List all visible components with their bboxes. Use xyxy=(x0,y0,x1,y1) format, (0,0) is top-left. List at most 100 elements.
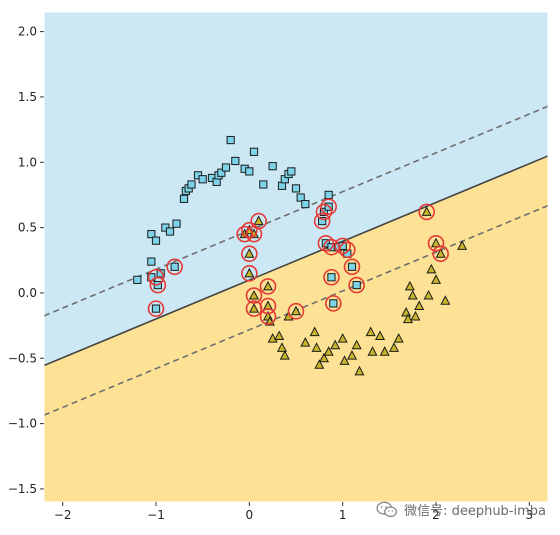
support-vector-ring xyxy=(241,221,258,239)
class-1-point xyxy=(262,280,274,291)
class-1-point xyxy=(421,206,432,216)
support-vector-ring xyxy=(241,245,258,263)
class-1-point xyxy=(365,326,376,337)
support-vector-ring xyxy=(339,241,356,259)
support-vector-ring xyxy=(236,225,253,243)
class-0-point xyxy=(287,167,296,176)
class-1-point xyxy=(311,342,322,352)
class-0-point xyxy=(179,194,189,203)
y-tick-label: −1.5 xyxy=(8,482,37,496)
class-1-point xyxy=(426,263,437,274)
class-0-point xyxy=(170,262,179,271)
class-0-point xyxy=(187,180,196,189)
class-0-point xyxy=(151,304,161,313)
class-0-point xyxy=(318,216,327,226)
y-tick-label: −1.0 xyxy=(8,417,37,431)
support-vector-ring xyxy=(149,276,167,294)
decision-regions xyxy=(44,12,548,502)
class-0-point xyxy=(329,299,338,308)
class-0-point xyxy=(172,219,181,228)
class-1-point xyxy=(430,237,442,248)
class-0-point xyxy=(156,269,165,278)
support-vector-ring xyxy=(334,237,351,255)
support-vector-ring xyxy=(343,258,361,276)
class-0-point xyxy=(198,175,207,184)
class-1-point xyxy=(414,300,425,310)
class-0-point xyxy=(245,167,254,176)
support-vector-ring xyxy=(427,234,445,252)
class-0-point xyxy=(268,162,277,171)
class-0-point xyxy=(221,163,231,172)
class-1-point xyxy=(393,333,404,343)
class-0-point xyxy=(151,236,161,245)
class-1-point xyxy=(423,289,434,300)
y-tick-label: 0.0 xyxy=(18,286,37,300)
decision-boundary-line xyxy=(43,155,549,367)
y-tick-label: −0.5 xyxy=(8,351,37,365)
class-1-point xyxy=(300,337,311,347)
class-1-point xyxy=(410,310,421,321)
class-1-point xyxy=(367,346,378,356)
class-0-point xyxy=(249,147,259,156)
class-1-point xyxy=(276,342,288,352)
class-1-point xyxy=(309,326,320,337)
support-vector-ring xyxy=(315,203,333,221)
class-1-point xyxy=(248,303,260,313)
class-1-point xyxy=(253,215,264,226)
x-tick-label: −2 xyxy=(54,508,72,522)
x-tick-label: 2 xyxy=(432,508,440,522)
class-1-point xyxy=(407,289,418,300)
class-1-point xyxy=(274,330,285,341)
y-tick-label: 1.0 xyxy=(18,155,37,169)
class-1-point xyxy=(435,248,446,258)
x-tick-label: −1 xyxy=(147,508,165,522)
class-0-point xyxy=(217,168,226,177)
support-vector-ring xyxy=(323,238,340,256)
x-tick-label: 1 xyxy=(339,508,347,522)
class-1-point xyxy=(314,359,325,369)
class-1-point xyxy=(337,333,348,343)
class-1-point xyxy=(354,365,365,376)
support-vector-ring xyxy=(250,212,267,230)
class-1-point xyxy=(351,339,362,350)
support-vector-ring xyxy=(348,276,365,294)
class-0-point xyxy=(301,199,310,209)
class-1-point xyxy=(404,280,415,291)
class-1-point xyxy=(402,313,414,324)
data-points xyxy=(133,135,468,376)
support-vector-ring xyxy=(317,234,335,252)
plot-frame xyxy=(43,11,549,503)
class-0-point xyxy=(327,273,336,282)
class-1-point xyxy=(318,352,330,363)
class-1-point xyxy=(339,355,350,365)
class-0-point xyxy=(231,156,240,166)
support-vector-ring xyxy=(241,265,258,282)
support-vector-ring xyxy=(147,300,165,317)
support-vector-ring xyxy=(287,302,305,320)
watermark-text: 微信号: deephub-imba xyxy=(404,504,546,519)
class-1-point xyxy=(388,342,400,352)
class-1-point xyxy=(279,350,290,360)
support-vector-ring xyxy=(325,295,342,312)
support-vector-ring xyxy=(313,212,331,230)
class-1-point xyxy=(248,289,260,300)
support-vector-ring xyxy=(259,308,277,325)
class-0-point xyxy=(347,262,357,271)
x-tick-label: 0 xyxy=(246,508,254,522)
support-vector-ring xyxy=(166,258,183,276)
support-vector-ring xyxy=(147,268,165,286)
class-0-point xyxy=(259,180,268,189)
upper-margin-line xyxy=(43,105,549,317)
y-tick-label: 1.5 xyxy=(18,90,37,104)
x-tick-label: 3 xyxy=(526,508,534,522)
support-vector-ring xyxy=(259,297,277,315)
class-1-point xyxy=(374,330,386,341)
y-tick-label: 0.5 xyxy=(18,221,37,235)
class-0-point xyxy=(133,275,142,284)
class-1-point xyxy=(457,240,468,250)
class-1-point xyxy=(430,274,442,284)
class-1-point xyxy=(323,346,334,356)
y-axis: −1.5 −1.0 −0.5 0.0 0.5 1.0 1.5 2.0 xyxy=(8,25,44,496)
